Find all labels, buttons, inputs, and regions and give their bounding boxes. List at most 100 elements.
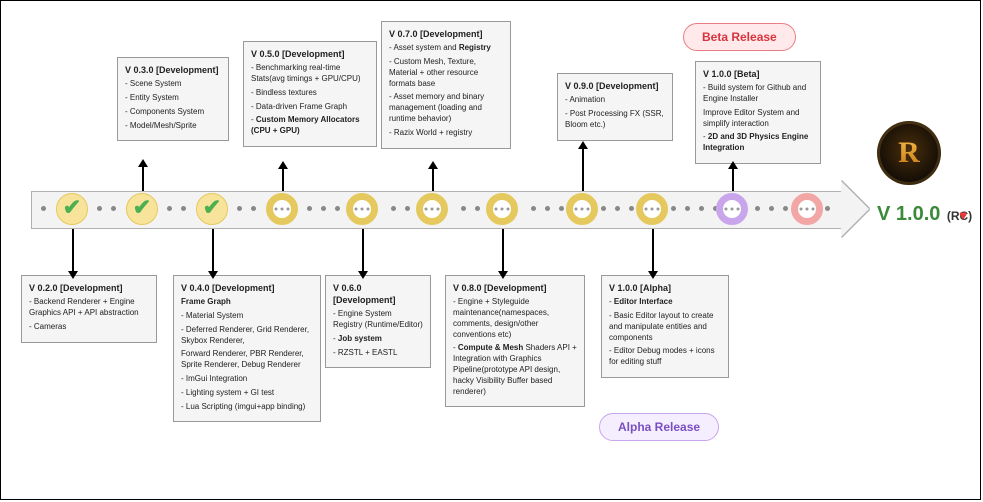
milestone-7 (566, 193, 598, 225)
milestone-1: ✔ (126, 193, 158, 225)
timeline-dot (167, 206, 172, 211)
timeline-dot (405, 206, 410, 211)
card-item: Improve Editor System and simplify inter… (703, 108, 813, 130)
card-title: V 0.3.0 [Development] (125, 64, 221, 76)
card-item: - 2D and 3D Physics Engine Integration (703, 132, 813, 154)
card-item: - Post Processing FX (SSR, Bloom etc.) (565, 109, 665, 131)
timeline-dot (321, 206, 326, 211)
final-version-main: V 1.0.0 (877, 203, 940, 225)
milestone-9 (716, 193, 748, 225)
card-item: - Lighting system + GI test (181, 388, 313, 399)
timeline-dot (769, 206, 774, 211)
milestone-inner-dots (275, 208, 290, 211)
card-item: Frame Graph (181, 297, 313, 308)
connector-v100a (652, 229, 654, 271)
milestone-4 (346, 193, 378, 225)
card-item: - Basic Editor layout to create and mani… (609, 311, 721, 343)
engine-logo: R (877, 121, 941, 185)
check-icon: ✔ (63, 195, 81, 221)
card-title: V 1.0.0 [Alpha] (609, 282, 721, 294)
card-item: - Editor Interface (609, 297, 721, 308)
card-item: - Build system for Github and Engine Ins… (703, 83, 813, 105)
milestone-5 (416, 193, 448, 225)
card-item: - Compute & Mesh Shaders API + Integrati… (453, 343, 577, 397)
milestone-inner-dots (645, 208, 660, 211)
heart-icon: ♥ (959, 207, 967, 223)
card-item: - Razix World + registry (389, 128, 503, 139)
card-item: - Animation (565, 95, 665, 106)
connector-v050 (282, 169, 284, 191)
timeline-dot (251, 206, 256, 211)
timeline-dot (685, 206, 690, 211)
card-item: Forward Renderer, PBR Renderer, Sprite R… (181, 349, 313, 371)
card-item: - ImGui Integration (181, 374, 313, 385)
pill-alpha: Alpha Release (599, 413, 719, 441)
card-item: - RZSTL + EASTL (333, 348, 423, 359)
milestone-inner-dots (800, 208, 815, 211)
connector-v070 (432, 169, 434, 191)
timeline-dot (825, 206, 830, 211)
milestone-inner-dots (725, 208, 740, 211)
card-item: - Job system (333, 334, 423, 345)
card-item: - Model/Mesh/Sprite (125, 121, 221, 132)
milestone-10 (791, 193, 823, 225)
milestone-3 (266, 193, 298, 225)
connector-v060 (362, 229, 364, 271)
timeline-arrowhead (841, 181, 869, 237)
timeline-dot (699, 206, 704, 211)
timeline-dot (41, 206, 46, 211)
timeline-dot (97, 206, 102, 211)
timeline-dot (531, 206, 536, 211)
milestone-inner-dots (355, 208, 370, 211)
timeline-dot (629, 206, 634, 211)
timeline-dot (111, 206, 116, 211)
card-title: V 1.0.0 [Beta] (703, 68, 813, 80)
card-item: - Cameras (29, 322, 149, 333)
card-v070: V 0.7.0 [Development]- Asset system and … (381, 21, 511, 149)
check-icon: ✔ (203, 195, 221, 221)
milestone-2: ✔ (196, 193, 228, 225)
milestone-0: ✔ (56, 193, 88, 225)
card-v060: V 0.6.0 [Development]- Engine System Reg… (325, 275, 431, 368)
timeline-dot (335, 206, 340, 211)
timeline-dot (559, 206, 564, 211)
engine-logo-letter: R (898, 136, 920, 170)
card-item: - Material System (181, 311, 313, 322)
connector-v090 (582, 149, 584, 191)
card-item: - Components System (125, 107, 221, 118)
card-v090: V 0.9.0 [Development] - Animation - Post P… (557, 73, 673, 141)
card-title: V 0.5.0 [Development] (251, 48, 369, 60)
timeline-dot (307, 206, 312, 211)
connector-v100b (732, 169, 734, 191)
pill-beta: Beta Release (683, 23, 796, 51)
card-item: - Entity System (125, 93, 221, 104)
timeline-dot (671, 206, 676, 211)
timeline-dot (783, 206, 788, 211)
timeline-dot (601, 206, 606, 211)
card-v080: V 0.8.0 [Development]- Engine + Stylegui… (445, 275, 585, 407)
milestone-inner-dots (495, 208, 510, 211)
check-icon: ✔ (133, 195, 151, 221)
card-item: - Asset memory and binary management (lo… (389, 92, 503, 124)
connector-v030 (142, 167, 144, 191)
card-v050: V 0.5.0 [Development]- Benchmarking real… (243, 41, 377, 147)
connector-v040 (212, 229, 214, 271)
timeline-dot (615, 206, 620, 211)
timeline-dot (475, 206, 480, 211)
card-title: V 0.8.0 [Development] (453, 282, 577, 294)
timeline-dot (237, 206, 242, 211)
card-title: V 0.9.0 [Development] (565, 80, 665, 92)
timeline-dot (545, 206, 550, 211)
milestone-8 (636, 193, 668, 225)
card-item: - Engine System Registry (Runtime/Editor… (333, 309, 423, 331)
card-title: V 0.7.0 [Development] (389, 28, 503, 40)
milestone-inner-dots (425, 208, 440, 211)
card-v040: V 0.4.0 [Development]Frame Graph- Materi… (173, 275, 321, 422)
card-item: - Editor Debug modes + icons for editing… (609, 346, 721, 368)
card-item: - Custom Memory Allocators (CPU + GPU) (251, 115, 369, 137)
card-v100a: V 1.0.0 [Alpha] - Editor Interface - Basic… (601, 275, 729, 378)
card-v020: V 0.2.0 [Development]- Backend Renderer … (21, 275, 157, 343)
card-item: - Deferred Renderer, Grid Renderer, Skyb… (181, 325, 313, 347)
card-item: - Data-driven Frame Graph (251, 102, 369, 113)
milestone-inner-dots (575, 208, 590, 211)
